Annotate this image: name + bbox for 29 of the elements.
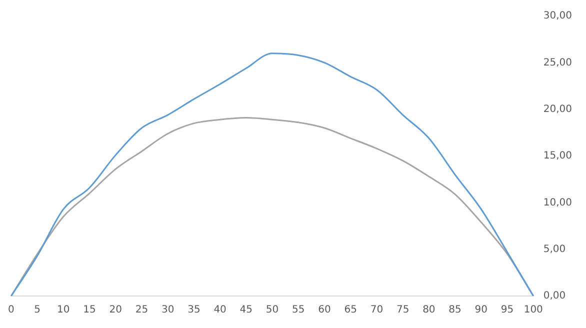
x-tick-label: 0: [8, 304, 14, 316]
y-tick-label: 5,00: [543, 244, 566, 255]
x-tick-label: 20: [109, 304, 122, 316]
x-tick-label: 70: [370, 304, 384, 316]
y-tick-label: 15,00: [543, 150, 572, 162]
x-tick-label: 15: [83, 304, 96, 316]
x-tick-label: 55: [292, 304, 305, 316]
x-tick-label: 60: [318, 304, 331, 316]
y-tick-label: 10,00: [543, 197, 572, 208]
x-tick-label: 35: [188, 304, 200, 316]
y-tick-label: 25,00: [543, 57, 572, 68]
line-series: [10, 52, 534, 296]
x-tick-label: 65: [344, 304, 357, 316]
x-tick-label: 100: [524, 304, 543, 316]
x-tick-label: 95: [500, 304, 514, 316]
x-tick-label: 40: [214, 304, 226, 316]
y-tick-label: 30,00: [543, 10, 572, 22]
x-tick-label: 90: [474, 304, 488, 316]
x-tick-label: 75: [396, 304, 410, 316]
x-tick-label: 45: [240, 304, 253, 316]
y-tick-label: 0,00: [543, 290, 566, 302]
x-tick-label: 85: [448, 304, 462, 316]
x-tick-label: 10: [57, 304, 70, 316]
x-tick-label: 25: [135, 304, 148, 316]
x-tick-label: 5: [34, 304, 40, 316]
x-tick-label: 80: [422, 304, 436, 316]
x-tick-label: 30: [161, 304, 174, 316]
y-tick-label: 20,00: [543, 104, 572, 115]
x-tick-label: 50: [266, 304, 279, 316]
